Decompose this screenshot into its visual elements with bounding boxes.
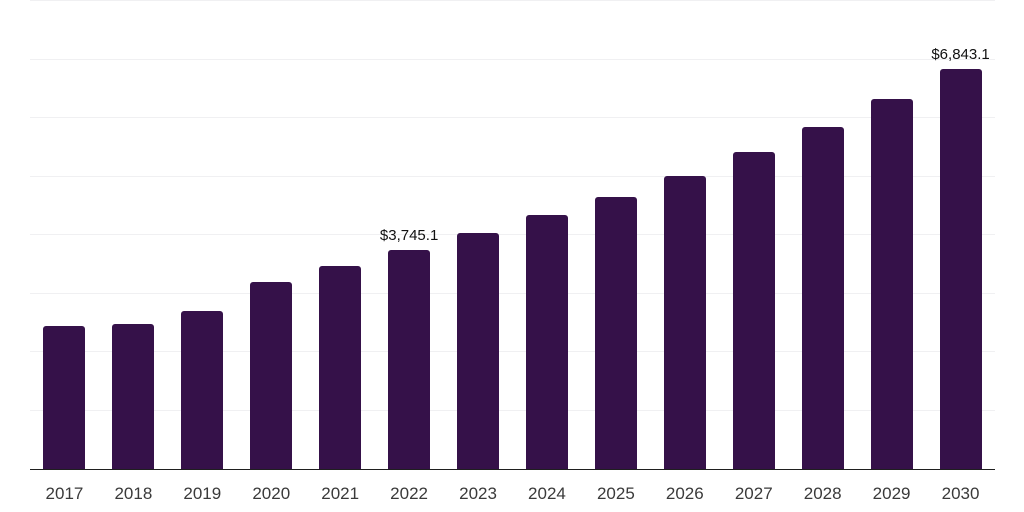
x-tick-label-2026: 2026 bbox=[665, 484, 704, 503]
bar-2026 bbox=[663, 175, 706, 469]
x-tick-label-2022: 2022 bbox=[390, 484, 429, 503]
gridline bbox=[30, 175, 995, 177]
gridline bbox=[30, 58, 995, 60]
plot-area: $3,745.1 $6,843.1 bbox=[30, 0, 995, 470]
gridline bbox=[30, 292, 995, 294]
gridline bbox=[30, 234, 995, 235]
bar-2022 bbox=[388, 249, 431, 469]
x-tick-label-2028: 2028 bbox=[803, 484, 842, 503]
bar-2024 bbox=[525, 214, 568, 469]
bar-2023 bbox=[457, 232, 500, 469]
bar-2020 bbox=[250, 282, 293, 469]
x-tick-label-2018: 2018 bbox=[114, 484, 153, 503]
bar-2021 bbox=[319, 265, 362, 469]
x-tick-label-2021: 2021 bbox=[321, 484, 360, 503]
bar-2030 bbox=[939, 68, 982, 469]
x-tick-label-2025: 2025 bbox=[596, 484, 635, 503]
bar-value-label-2022: $3,745.1 bbox=[379, 226, 439, 244]
gridline bbox=[30, 117, 995, 118]
bar-2028 bbox=[801, 126, 844, 469]
bar-2029 bbox=[870, 99, 913, 469]
bar-2018 bbox=[112, 323, 155, 469]
bar-value-label-2030: $6,843.1 bbox=[931, 45, 990, 63]
x-tick-label-2024: 2024 bbox=[528, 484, 566, 503]
bar-2017 bbox=[43, 326, 86, 469]
x-tick-label-2019: 2019 bbox=[183, 484, 222, 503]
bar-2027 bbox=[732, 152, 775, 469]
bar-2025 bbox=[594, 196, 637, 469]
x-tick-label-2027: 2027 bbox=[734, 484, 773, 503]
x-tick-label-2029: 2029 bbox=[872, 484, 911, 503]
x-tick-label-2023: 2023 bbox=[459, 484, 497, 503]
bar-2019 bbox=[181, 311, 224, 469]
x-tick-label-2030: 2030 bbox=[941, 484, 980, 503]
x-tick-label-2020: 2020 bbox=[252, 484, 291, 503]
gridline bbox=[30, 0, 995, 1]
gridline bbox=[30, 351, 995, 352]
x-tick-label-2017: 2017 bbox=[45, 484, 84, 503]
gridline bbox=[30, 409, 995, 411]
